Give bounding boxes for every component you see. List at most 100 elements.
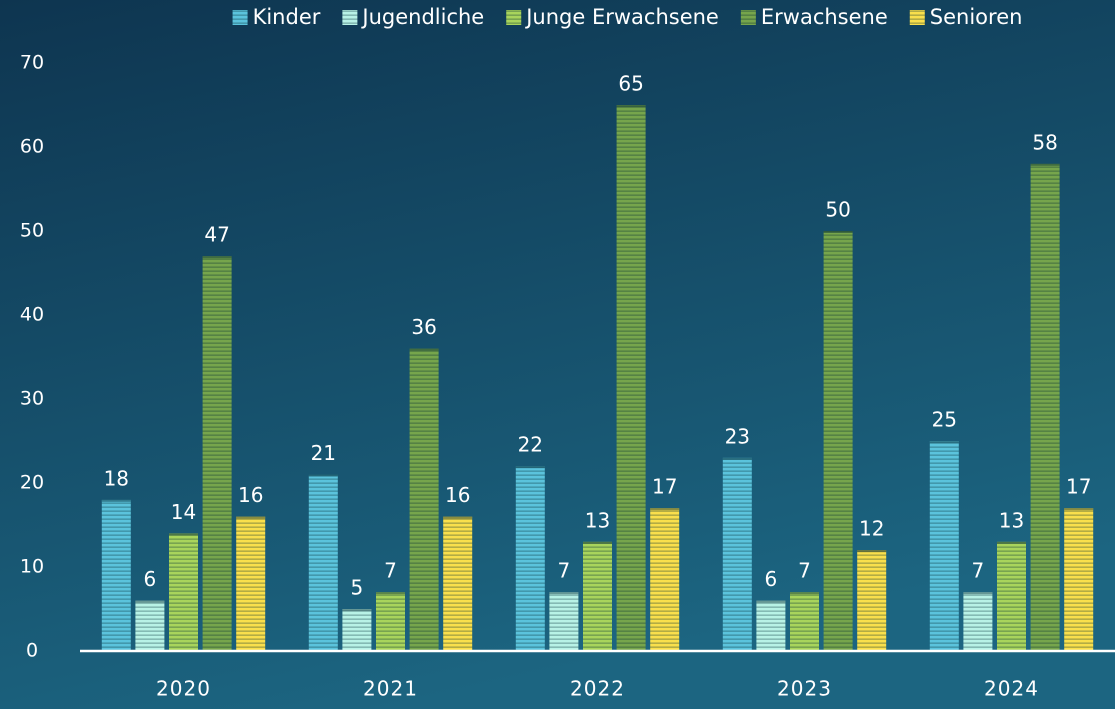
bar — [376, 592, 405, 651]
legend: Kinder Jugendliche Junge Erwachsene Erwachs… — [232, 5, 1023, 29]
legend-swatch — [909, 10, 925, 25]
x-tick-label: 2023 — [777, 677, 832, 701]
y-tick-label: 70 — [20, 52, 44, 74]
bar — [722, 457, 752, 651]
bar — [443, 516, 473, 651]
legend-label: Senioren — [930, 5, 1023, 29]
y-tick-label: 60 — [20, 136, 44, 158]
bar — [202, 256, 232, 651]
value-label: 6 — [765, 567, 778, 591]
value-label: 36 — [411, 315, 436, 339]
x-tick-label: 2020 — [156, 677, 211, 701]
bar-cap — [515, 466, 545, 469]
bar — [997, 541, 1026, 651]
bar-cap — [236, 516, 266, 519]
value-label: 13 — [585, 508, 610, 532]
value-label: 58 — [1032, 130, 1057, 154]
bar — [135, 600, 165, 651]
legend-item: Erwachsene — [740, 5, 888, 29]
value-label: 16 — [238, 483, 263, 507]
legend-label: Erwachsene — [761, 5, 888, 29]
bar-cap — [409, 348, 439, 351]
value-label: 22 — [518, 433, 543, 457]
bar-cap — [308, 474, 338, 477]
legend-swatch — [506, 10, 522, 25]
legend-item: Senioren — [909, 5, 1023, 29]
legend-label: Kinder — [253, 5, 321, 29]
bar — [515, 466, 545, 651]
bar — [650, 508, 680, 651]
bar — [308, 474, 338, 651]
value-label: 18 — [104, 466, 129, 490]
value-label: 6 — [144, 567, 157, 591]
bar-cap — [963, 592, 993, 595]
legend-label: Jugendliche — [360, 5, 484, 29]
legend-item: Kinder — [232, 5, 321, 29]
value-label: 5 — [351, 576, 364, 600]
legend-swatch — [342, 10, 358, 25]
bar-cap — [929, 441, 959, 443]
bar-cap — [790, 592, 819, 595]
legend-label: Junge Erwachsene — [524, 5, 719, 29]
bar — [1064, 508, 1094, 651]
bar-cap — [549, 592, 579, 595]
bar-cap — [650, 508, 680, 511]
x-tick-label: 2021 — [363, 677, 418, 701]
value-label: 7 — [384, 559, 397, 583]
bar — [616, 105, 646, 651]
value-label: 7 — [972, 559, 985, 583]
bar-cap — [997, 541, 1026, 544]
y-tick-label: 40 — [20, 304, 44, 326]
value-label: 17 — [652, 475, 677, 499]
bar-cap — [583, 541, 612, 544]
bar — [169, 533, 198, 651]
bar-cap — [1030, 163, 1060, 166]
bar — [790, 592, 819, 651]
value-label: 50 — [825, 198, 850, 222]
legend-swatch — [232, 10, 248, 25]
value-label: 21 — [311, 441, 336, 465]
bar — [929, 441, 959, 651]
bar-cap — [616, 105, 646, 107]
bar-cap — [342, 609, 372, 611]
bar-cap — [857, 550, 887, 553]
legend-item: Junge Erwachsene — [506, 5, 719, 29]
bar — [236, 516, 266, 651]
bar-cap — [101, 499, 131, 502]
bar — [1030, 163, 1060, 652]
y-tick-label: 20 — [20, 472, 44, 494]
bar-cap — [169, 533, 198, 536]
bar-cap — [376, 592, 405, 595]
bar — [101, 499, 131, 651]
legend-item: Jugendliche — [342, 5, 484, 29]
value-label: 17 — [1066, 475, 1091, 499]
x-tick-label: 2022 — [570, 677, 625, 701]
bar-cap — [443, 516, 473, 519]
bar-cap — [202, 256, 232, 259]
value-label: 47 — [204, 223, 229, 247]
bar — [409, 348, 439, 651]
bar — [549, 592, 579, 651]
value-label: 7 — [798, 559, 811, 583]
bar — [823, 231, 853, 651]
bar-cap — [722, 457, 752, 460]
value-label: 7 — [558, 559, 571, 583]
x-tick-label: 2024 — [984, 677, 1039, 701]
value-label: 14 — [171, 500, 196, 524]
bar — [342, 609, 372, 651]
bar-cap — [135, 600, 165, 603]
bar — [963, 592, 993, 651]
value-label: 25 — [932, 408, 957, 432]
y-tick-label: 50 — [20, 220, 44, 242]
y-tick-label: 0 — [26, 640, 38, 662]
bar-cap — [756, 600, 786, 603]
bar-cap — [823, 231, 853, 233]
value-label: 23 — [725, 424, 750, 448]
value-label: 13 — [999, 508, 1024, 532]
value-label: 65 — [618, 72, 643, 96]
y-tick-label: 10 — [20, 556, 44, 578]
value-label: 12 — [859, 517, 884, 541]
bar — [857, 550, 887, 651]
value-label: 16 — [445, 483, 470, 507]
